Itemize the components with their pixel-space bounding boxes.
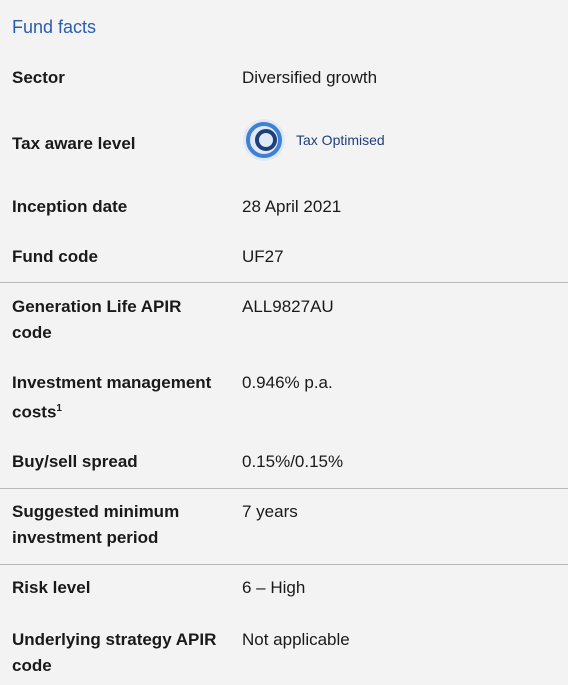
footnote: 1 [56, 403, 62, 414]
value: 0.946% p.a. [242, 373, 333, 392]
label-text: Investment management costs [12, 373, 212, 422]
label: Buy/sell spread [12, 452, 138, 471]
value: 7 years [242, 502, 298, 521]
label: Risk level [12, 578, 91, 597]
tax-icon [243, 119, 285, 161]
label: Underlying strategy APIR code [12, 630, 217, 675]
tax-badge: Tax Optimised [240, 116, 385, 164]
title: Fund facts [12, 17, 97, 37]
label: Sector [12, 68, 65, 87]
value: 6 – High [242, 578, 306, 597]
label: Tax aware level [12, 134, 136, 153]
divider [0, 282, 568, 283]
value: Not applicable [242, 630, 350, 649]
label: Generation Life APIR code [12, 297, 182, 342]
label: Suggested minimum investment period [12, 502, 180, 547]
value: 28 April 2021 [242, 197, 342, 216]
value: ALL9827AU [242, 297, 334, 316]
label: Inception date [12, 197, 128, 216]
icon-ring [255, 129, 277, 151]
divider [0, 564, 568, 565]
label: Fund code [12, 247, 98, 266]
label: Investment management costs1 [12, 370, 212, 426]
value: Tax Optimised [296, 132, 385, 148]
value: UF27 [242, 247, 284, 266]
value: 0.15%/0.15% [242, 452, 344, 471]
divider [0, 488, 568, 489]
value: Diversified growth [242, 68, 378, 87]
icon-ring [246, 122, 282, 158]
